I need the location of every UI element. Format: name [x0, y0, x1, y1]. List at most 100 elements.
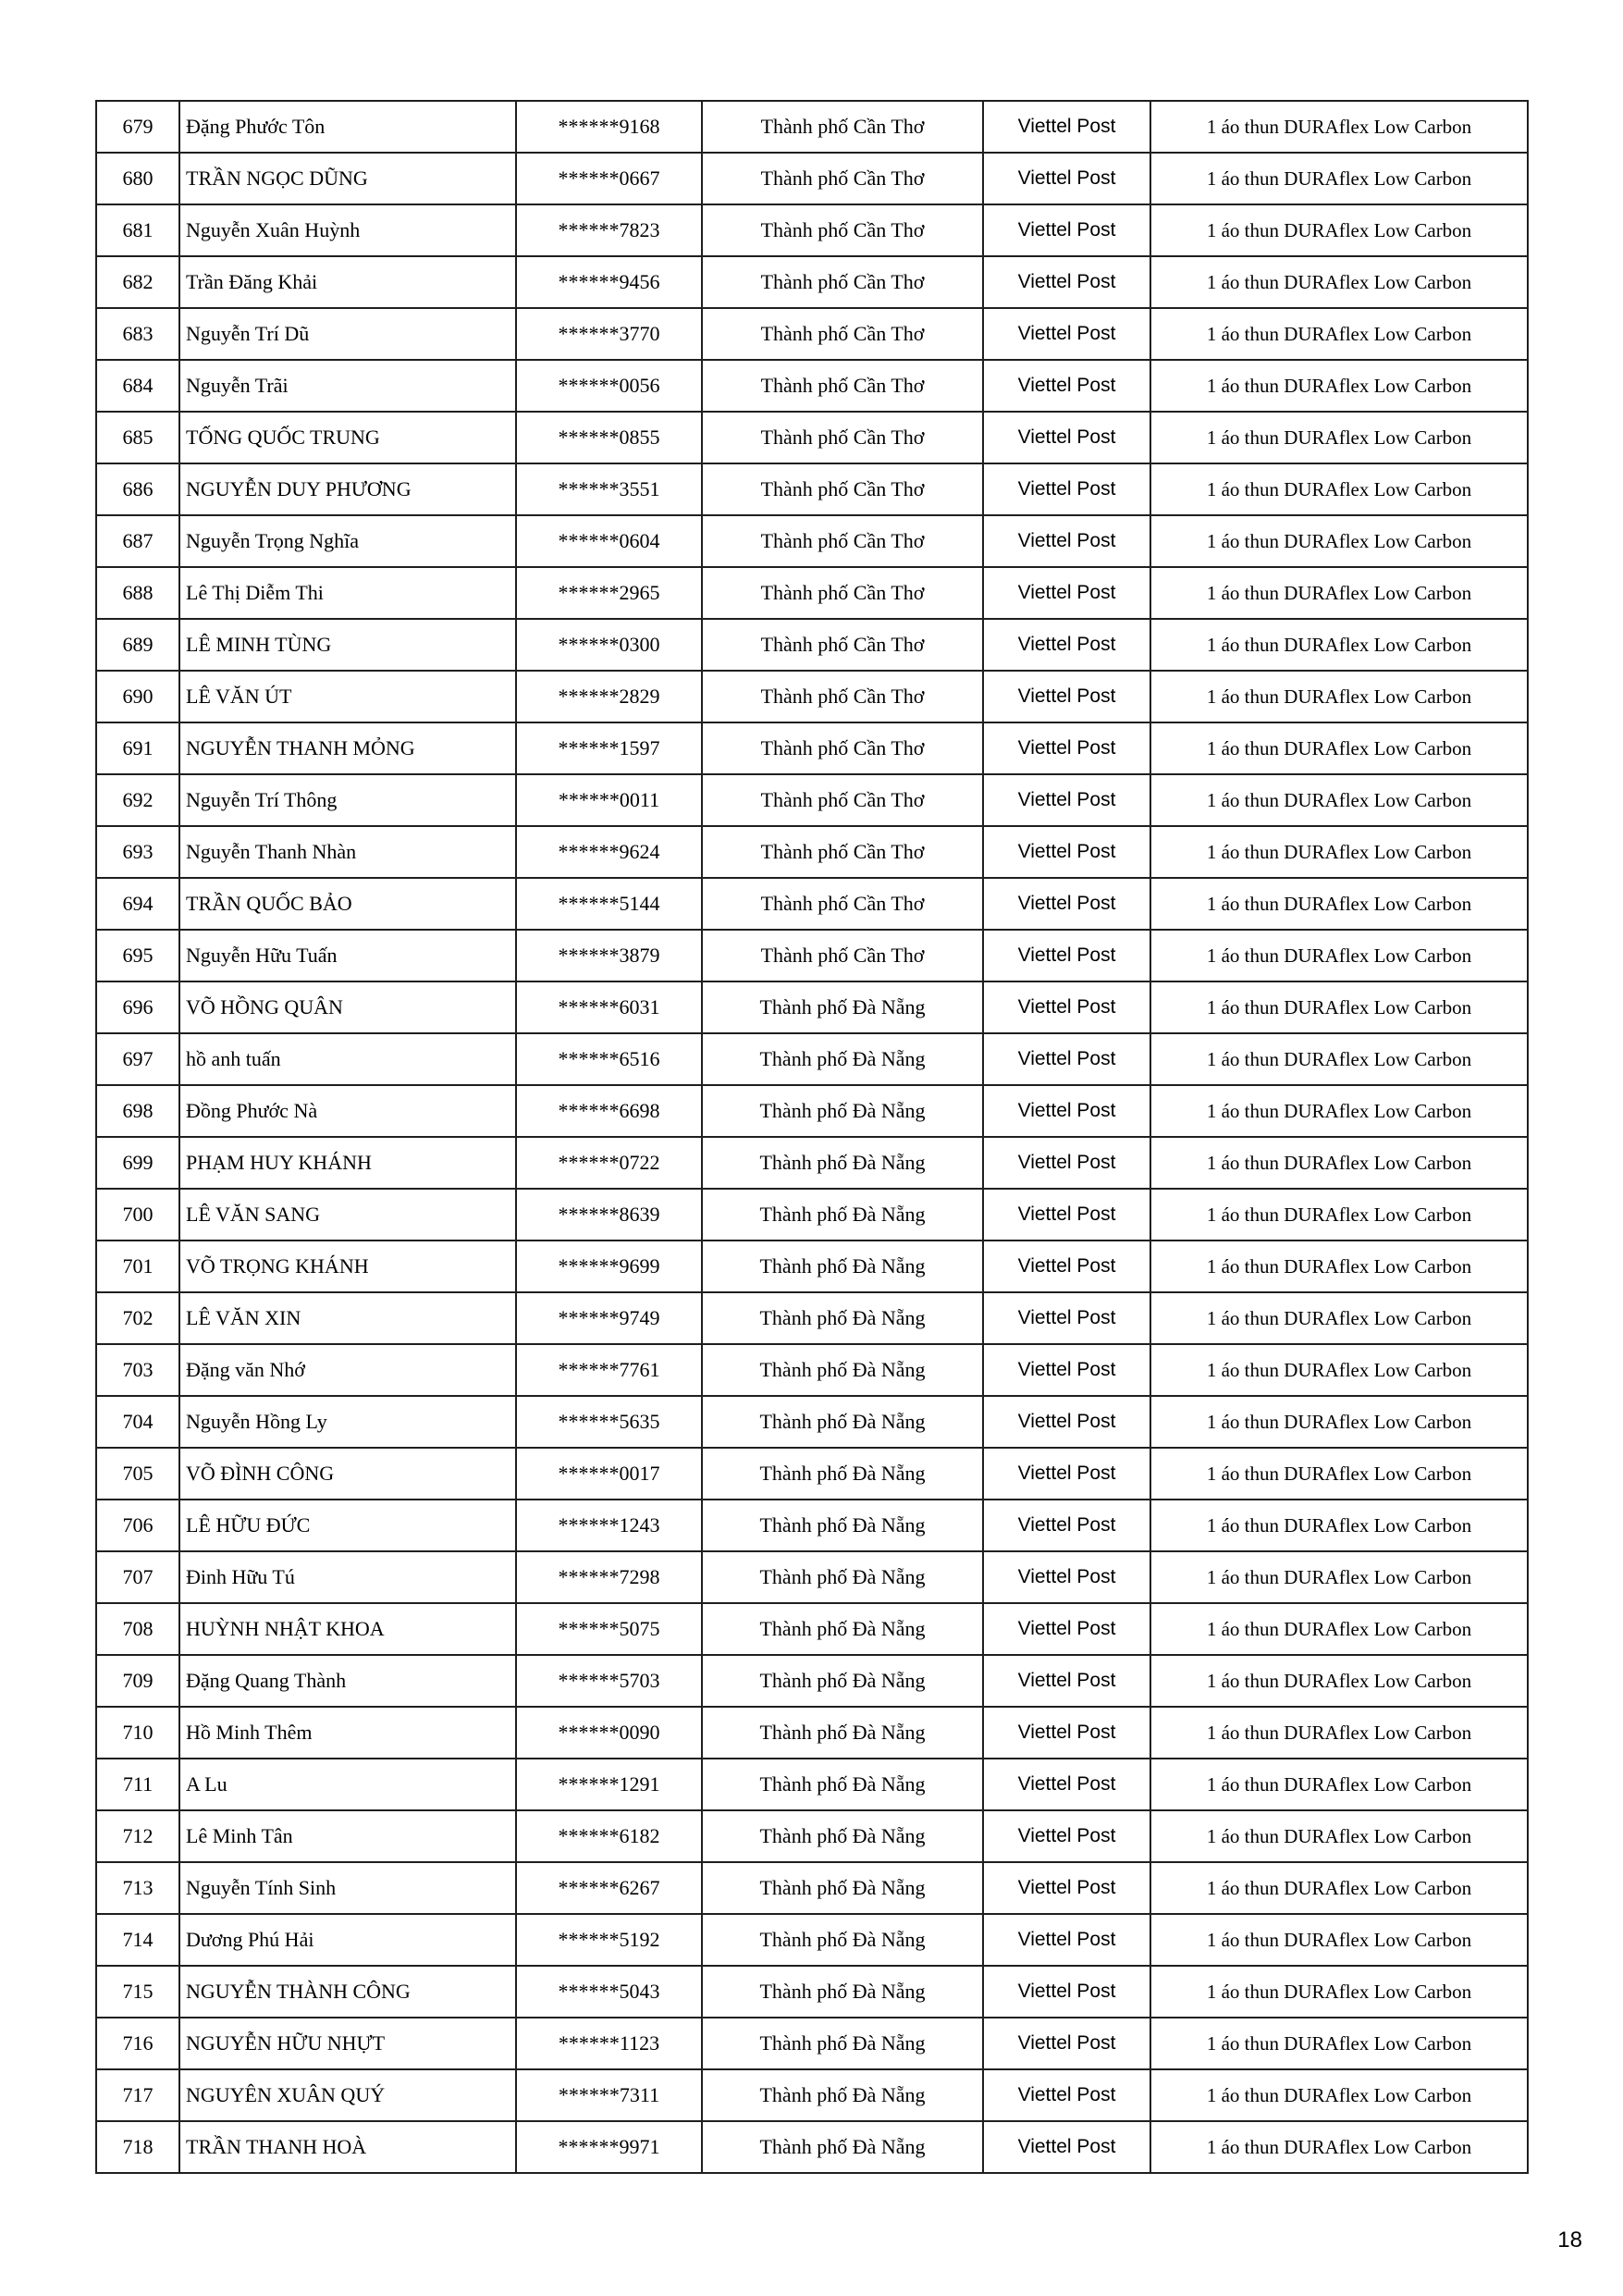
prize-cell: 1 áo thun DURAflex Low Carbon	[1150, 1965, 1529, 2018]
city-cell: Thành phố Đà Nẵng	[701, 1343, 984, 1397]
phone-cell: ******3551	[515, 463, 703, 516]
index-cell: 718	[95, 2120, 180, 2174]
name-cell: PHẠM HUY KHÁNH	[178, 1136, 517, 1190]
table-row: 684 Nguyễn Trãi ******0056 Thành phố Cần Th…	[95, 359, 1529, 413]
table-row: 703 Đặng văn Nhớ ******7761 Thành phố Đà Nẵ…	[95, 1343, 1529, 1397]
table-row: 698 Đồng Phước Nà ******6698 Thành phố Đà N…	[95, 1084, 1529, 1138]
index-cell: 694	[95, 877, 180, 931]
name-cell: Đặng Quang Thành	[178, 1654, 517, 1708]
name-cell: TRẦN QUỐC BẢO	[178, 877, 517, 931]
city-cell: Thành phố Đà Nẵng	[701, 1032, 984, 1086]
name-cell: TRẦN NGỌC DŨNG	[178, 152, 517, 205]
index-cell: 695	[95, 929, 180, 982]
index-cell: 679	[95, 100, 180, 154]
phone-cell: ******5192	[515, 1913, 703, 1967]
name-cell: VÕ ĐÌNH CÔNG	[178, 1447, 517, 1500]
index-cell: 709	[95, 1654, 180, 1708]
carrier-cell: Viettel Post	[982, 1395, 1151, 1449]
city-cell: Thành phố Đà Nẵng	[701, 1240, 984, 1293]
carrier-cell: Viettel Post	[982, 981, 1151, 1034]
carrier-cell: Viettel Post	[982, 2017, 1151, 2070]
phone-cell: ******0722	[515, 1136, 703, 1190]
city-cell: Thành phố Cần Thơ	[701, 359, 984, 413]
carrier-cell: Viettel Post	[982, 2120, 1151, 2174]
index-cell: 687	[95, 514, 180, 568]
name-cell: Nguyễn Trí Thông	[178, 773, 517, 827]
prize-cell: 1 áo thun DURAflex Low Carbon	[1150, 825, 1529, 879]
phone-cell: ******9749	[515, 1291, 703, 1345]
prize-cell: 1 áo thun DURAflex Low Carbon	[1150, 566, 1529, 620]
index-cell: 692	[95, 773, 180, 827]
carrier-cell: Viettel Post	[982, 2068, 1151, 2122]
prize-cell: 1 áo thun DURAflex Low Carbon	[1150, 204, 1529, 257]
carrier-cell: Viettel Post	[982, 825, 1151, 879]
index-cell: 700	[95, 1188, 180, 1241]
phone-cell: ******9168	[515, 100, 703, 154]
table-row: 699 PHẠM HUY KHÁNH ******0722 Thành phố Đà …	[95, 1136, 1529, 1190]
index-cell: 713	[95, 1861, 180, 1915]
prize-cell: 1 áo thun DURAflex Low Carbon	[1150, 2120, 1529, 2174]
table-row: 691 NGUYỄN THANH MỎNG ******1597 Thành phố …	[95, 722, 1529, 775]
city-cell: Thành phố Đà Nẵng	[701, 1861, 984, 1915]
phone-cell: ******8639	[515, 1188, 703, 1241]
index-cell: 691	[95, 722, 180, 775]
table-row: 689 LÊ MINH TÙNG ******0300 Thành phố Cần T…	[95, 618, 1529, 672]
table-row: 686 NGUYỄN DUY PHƯƠNG ******3551 Thành phố …	[95, 463, 1529, 516]
city-cell: Thành phố Cần Thơ	[701, 152, 984, 205]
carrier-cell: Viettel Post	[982, 1136, 1151, 1190]
carrier-cell: Viettel Post	[982, 1447, 1151, 1500]
prize-cell: 1 áo thun DURAflex Low Carbon	[1150, 2017, 1529, 2070]
prize-cell: 1 áo thun DURAflex Low Carbon	[1150, 463, 1529, 516]
table-row: 697 hồ anh tuấn ******6516 Thành phố Đà Nẵn…	[95, 1032, 1529, 1086]
prize-cell: 1 áo thun DURAflex Low Carbon	[1150, 1602, 1529, 1656]
city-cell: Thành phố Cần Thơ	[701, 514, 984, 568]
name-cell: Lê Minh Tân	[178, 1809, 517, 1863]
name-cell: hồ anh tuấn	[178, 1032, 517, 1086]
prize-cell: 1 áo thun DURAflex Low Carbon	[1150, 1809, 1529, 1863]
index-cell: 704	[95, 1395, 180, 1449]
phone-cell: ******5043	[515, 1965, 703, 2018]
table-row: 692 Nguyễn Trí Thông ******0011 Thành phố C…	[95, 773, 1529, 827]
carrier-cell: Viettel Post	[982, 1965, 1151, 2018]
prize-cell: 1 áo thun DURAflex Low Carbon	[1150, 307, 1529, 361]
name-cell: Đinh Hữu Tú	[178, 1550, 517, 1604]
phone-cell: ******0604	[515, 514, 703, 568]
phone-cell: ******3879	[515, 929, 703, 982]
city-cell: Thành phố Cần Thơ	[701, 411, 984, 464]
carrier-cell: Viettel Post	[982, 1654, 1151, 1708]
table-row: 694 TRẦN QUỐC BẢO ******5144 Thành phố Cần …	[95, 877, 1529, 931]
index-cell: 684	[95, 359, 180, 413]
carrier-cell: Viettel Post	[982, 463, 1151, 516]
name-cell: Hồ Minh Thêm	[178, 1706, 517, 1759]
table-row: 717 NGUYÊN XUÂN QUÝ ******7311 Thành phố Đà…	[95, 2068, 1529, 2122]
index-cell: 711	[95, 1758, 180, 1811]
table-row: 702 LÊ VĂN XIN ******9749 Thành phố Đà Nẵng…	[95, 1291, 1529, 1345]
carrier-cell: Viettel Post	[982, 1861, 1151, 1915]
index-cell: 712	[95, 1809, 180, 1863]
index-cell: 714	[95, 1913, 180, 1967]
carrier-cell: Viettel Post	[982, 255, 1151, 309]
table-row: 701 VÕ TRỌNG KHÁNH ******9699 Thành phố Đà …	[95, 1240, 1529, 1293]
prize-cell: 1 áo thun DURAflex Low Carbon	[1150, 1084, 1529, 1138]
table-row: 681 Nguyễn Xuân Huỳnh ******7823 Thành phố …	[95, 204, 1529, 257]
index-cell: 688	[95, 566, 180, 620]
prize-cell: 1 áo thun DURAflex Low Carbon	[1150, 1758, 1529, 1811]
city-cell: Thành phố Đà Nẵng	[701, 981, 984, 1034]
city-cell: Thành phố Cần Thơ	[701, 618, 984, 672]
city-cell: Thành phố Cần Thơ	[701, 773, 984, 827]
table-row: 714 Dương Phú Hải ******5192 Thành phố Đà N…	[95, 1913, 1529, 1967]
city-cell: Thành phố Đà Nẵng	[701, 1965, 984, 2018]
prize-cell: 1 áo thun DURAflex Low Carbon	[1150, 1032, 1529, 1086]
index-cell: 689	[95, 618, 180, 672]
table-row: 683 Nguyễn Trí Dũ ******3770 Thành phố Cần …	[95, 307, 1529, 361]
phone-cell: ******7298	[515, 1550, 703, 1604]
table-row: 680 TRẦN NGỌC DŨNG ******0667 Thành phố Cần…	[95, 152, 1529, 205]
city-cell: Thành phố Đà Nẵng	[701, 1447, 984, 1500]
city-cell: Thành phố Đà Nẵng	[701, 1913, 984, 1967]
city-cell: Thành phố Đà Nẵng	[701, 1136, 984, 1190]
name-cell: NGUYỄN THÀNH CÔNG	[178, 1965, 517, 2018]
carrier-cell: Viettel Post	[982, 877, 1151, 931]
prize-cell: 1 áo thun DURAflex Low Carbon	[1150, 1136, 1529, 1190]
name-cell: VÕ HỒNG QUÂN	[178, 981, 517, 1034]
index-cell: 697	[95, 1032, 180, 1086]
